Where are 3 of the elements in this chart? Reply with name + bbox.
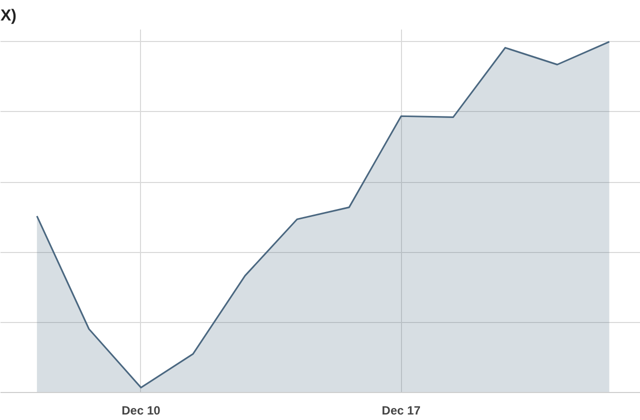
chart-title: X) xyxy=(0,8,16,24)
x-tick-label: Dec 10 xyxy=(122,404,161,418)
x-tick-label: Dec 17 xyxy=(382,404,421,418)
